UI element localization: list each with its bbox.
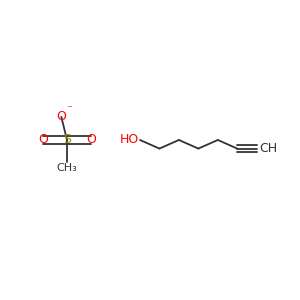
Text: S: S: [63, 134, 71, 146]
Text: CH₃: CH₃: [57, 163, 77, 173]
Text: HO: HO: [119, 134, 139, 146]
Text: CH: CH: [259, 142, 277, 155]
Text: O: O: [86, 134, 96, 146]
Text: O: O: [38, 134, 48, 146]
Text: ⁻: ⁻: [66, 105, 72, 115]
Text: O: O: [56, 110, 66, 123]
